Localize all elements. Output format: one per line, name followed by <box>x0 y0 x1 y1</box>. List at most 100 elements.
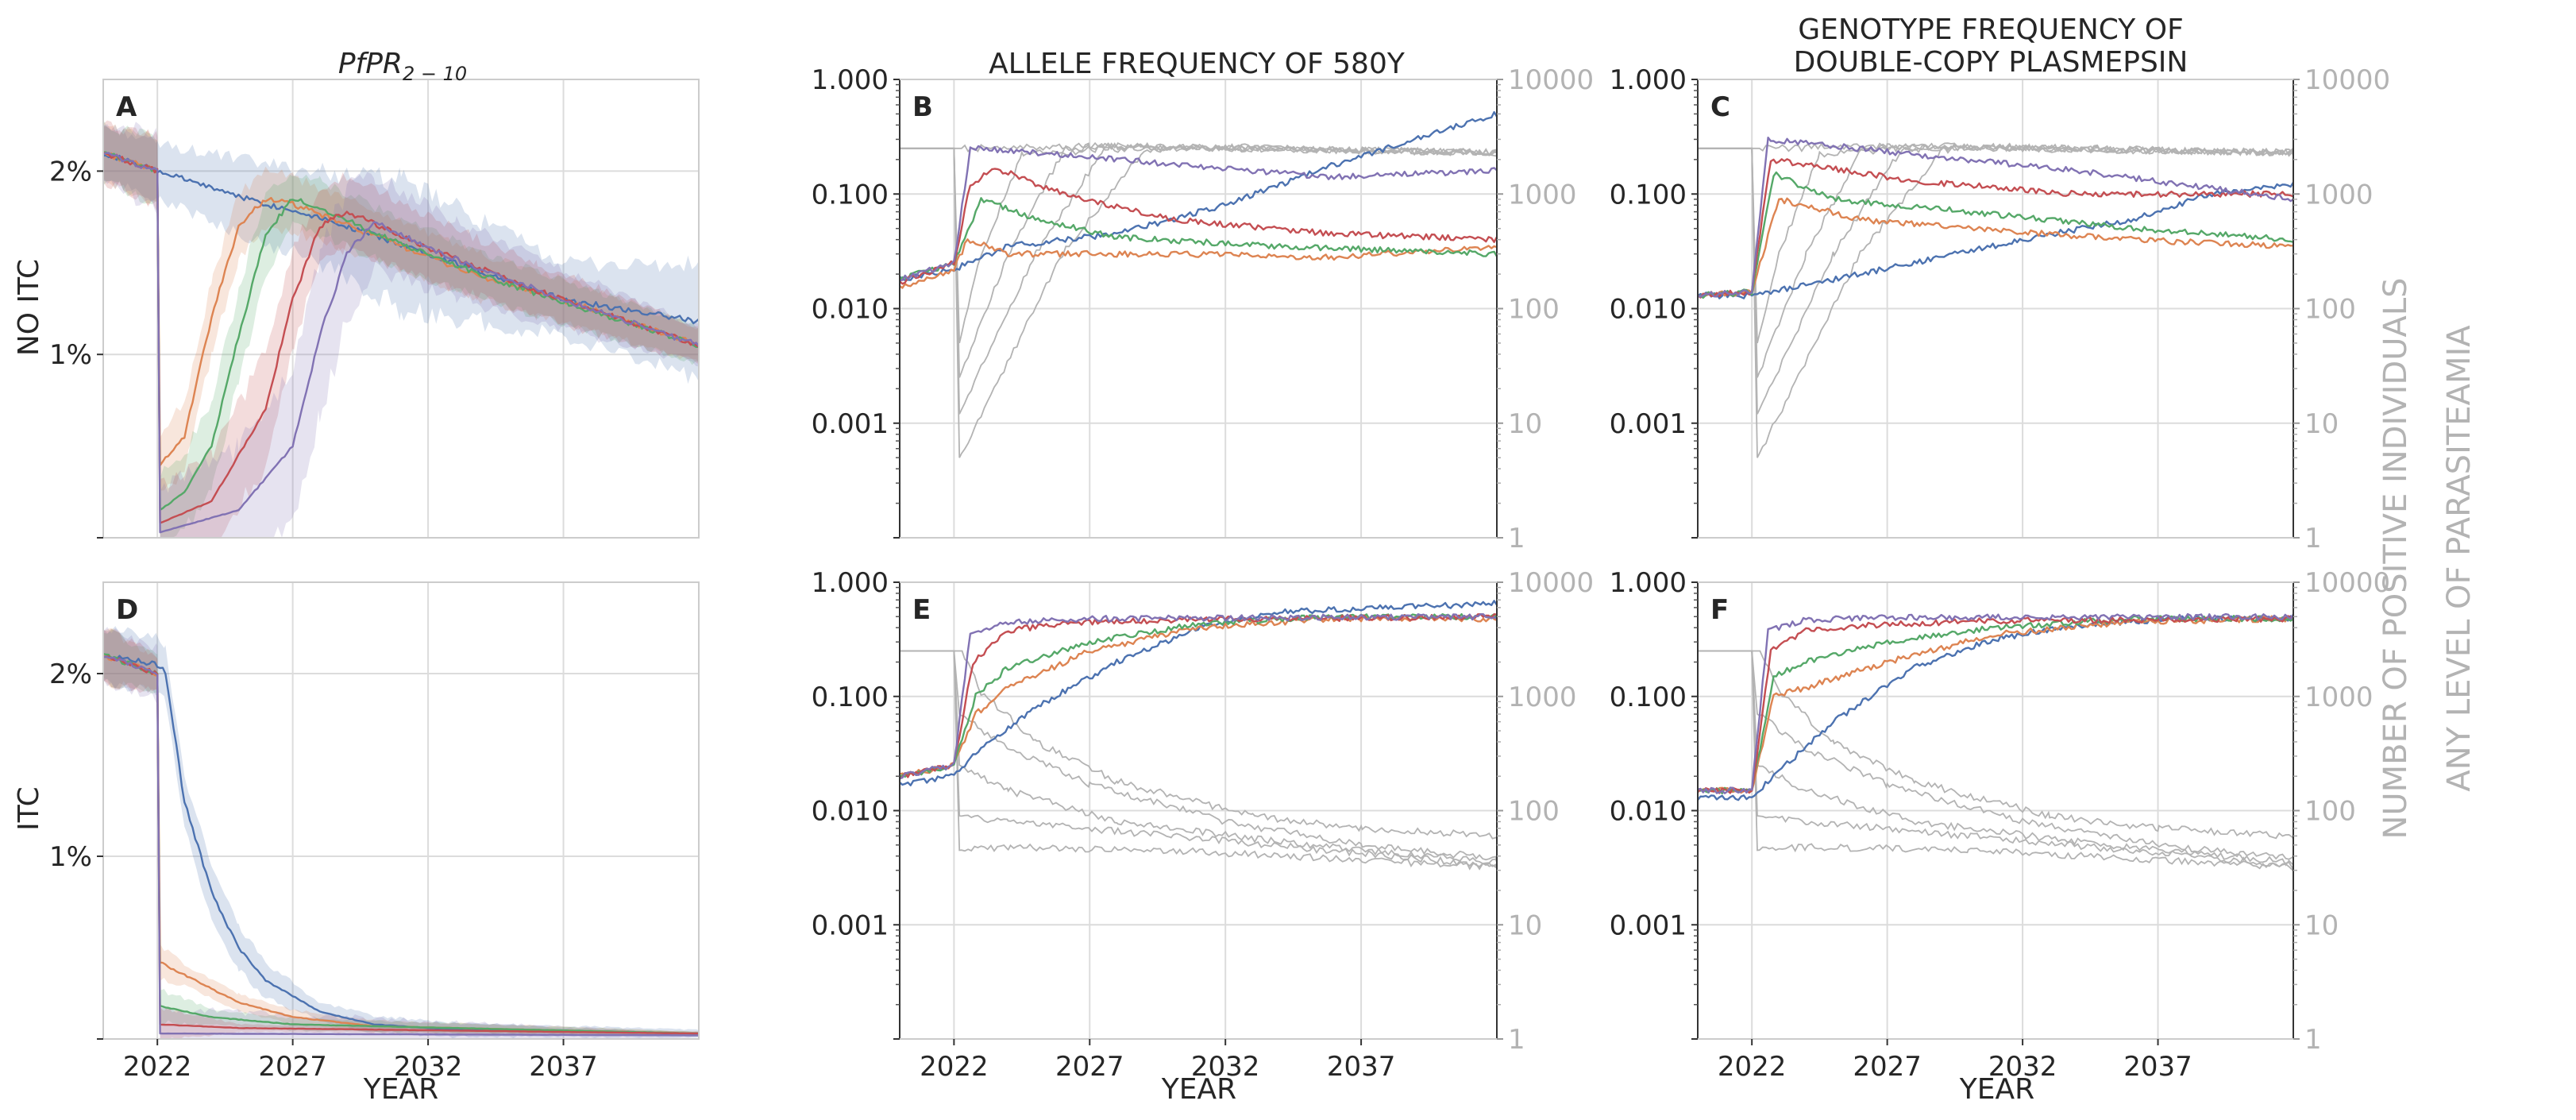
panel-c-y2tick-label: 1 <box>2304 523 2322 554</box>
panel-c-series-purple <box>1698 137 2293 298</box>
panel-f-count-line-5 <box>1698 650 2293 871</box>
panel-e-series-blue <box>900 600 1497 786</box>
panel-d-plot-area <box>103 582 699 1039</box>
panel-d-series-green <box>103 652 699 1035</box>
series-lines-layer <box>103 110 2293 1037</box>
panel-b-y2tick-label: 10 <box>1508 408 1542 440</box>
right-axis-label-line1: NUMBER OF POSITIVE INDIVIDUALS <box>2377 277 2414 839</box>
panel-c-series-green <box>1698 171 2293 299</box>
panel-d-series-red <box>103 655 699 1035</box>
col1-title-sub: 2 − 10 <box>403 63 467 85</box>
panel-c-series-orange <box>1698 197 2293 299</box>
panel-a-series-green <box>103 151 699 512</box>
row-label-itc: ITC <box>13 786 45 831</box>
panel-f-xtick-label: 2032 <box>1988 1051 2057 1083</box>
row-label-no-itc: NO ITC <box>13 259 45 356</box>
panel-c-series-red <box>1698 158 2293 299</box>
panel-e-ytick-label: 0.100 <box>812 682 889 713</box>
count-lines-layer <box>900 141 2293 871</box>
panel-f-xtick-label: 2037 <box>2123 1051 2192 1083</box>
panel-c-ytick-label: 1.000 <box>1610 64 1687 96</box>
panel-f-count-line-2 <box>1698 650 2293 860</box>
panel-b-y2tick-label: 1 <box>1508 523 1525 554</box>
xlabel-col2: YEAR <box>1161 1073 1236 1106</box>
panel-b-ytick-label: 1.000 <box>812 64 889 96</box>
panel-e-series-green <box>900 613 1497 778</box>
panel-e-y2tick-label: 100 <box>1508 796 1560 828</box>
panel-e-y2tick-label: 1 <box>1508 1024 1525 1056</box>
panel-f-y2tick-label: 10000 <box>2304 567 2390 599</box>
panel-c-y2tick-label: 10000 <box>2304 64 2390 96</box>
panel-f-ytick-label: 0.010 <box>1610 796 1687 828</box>
panel-f-count-line-1 <box>1698 650 2293 840</box>
panel-e-xtick-label: 2027 <box>1055 1051 1124 1083</box>
panel-a-frame <box>102 79 700 539</box>
xlabel-col1: YEAR <box>363 1073 438 1106</box>
panel-f-series-purple <box>1698 612 2293 794</box>
panel-f-y2tick-label: 1 <box>2304 1024 2322 1056</box>
panel-f-count-line-4 <box>1698 650 2293 869</box>
panel-f-ytick-label: 0.001 <box>1610 910 1687 941</box>
panel-e-count-line-1 <box>900 650 1497 840</box>
panel-a-band-green <box>103 119 699 538</box>
panel-c-ytick-label: 0.010 <box>1610 294 1687 326</box>
panel-f-xtick-label: 2022 <box>1718 1051 1787 1083</box>
panel-d-letter: D <box>116 594 138 626</box>
panel-b-series-blue <box>900 110 1497 281</box>
panel-b-count-line-5 <box>900 143 1497 458</box>
panel-f-y2tick-label: 1000 <box>2304 682 2374 713</box>
panel-e-ytick-label: 0.010 <box>812 796 889 828</box>
panel-a-letter: A <box>116 91 137 123</box>
panel-e-y2tick-label: 10 <box>1508 910 1542 941</box>
panel-b-count-line-4 <box>900 141 1497 415</box>
xlabel-col3: YEAR <box>1959 1073 2034 1106</box>
col1-title-main: PfPR <box>338 48 403 80</box>
panel-b-ytick-label: 0.100 <box>812 179 889 210</box>
panel-d-frame <box>102 581 700 1040</box>
panel-d-xtick-label: 2027 <box>258 1051 327 1083</box>
panel-d-xtick-label: 2032 <box>394 1051 463 1083</box>
panel-e-xtick-label: 2022 <box>920 1051 989 1083</box>
panel-b-y2tick-label: 100 <box>1508 294 1560 326</box>
panel-f-y2tick-label: 10 <box>2304 910 2339 941</box>
panel-f-ytick-label: 0.100 <box>1610 682 1687 713</box>
panel-b-y2tick-label: 10000 <box>1508 64 1594 96</box>
panel-d-ytick-label: 1% <box>49 841 92 873</box>
col2-title: ALLELE FREQUENCY OF 580Y <box>989 48 1406 80</box>
panel-b-y2tick-label: 1000 <box>1508 179 1577 210</box>
panel-e-count-line-3 <box>900 650 1497 865</box>
right-axis-label-line2: ANY LEVEL OF PARASITEAMIA <box>2441 325 2478 792</box>
panel-a-series-blue <box>103 154 699 325</box>
text-layer: PfPR2 − 10 ALLELE FREQUENCY OF 580Y GENO… <box>13 14 2478 1106</box>
panel-c-count-line-5 <box>1698 142 2293 458</box>
axes-layer: A1%2%B0.0010.0100.1001.00011010010001000… <box>49 64 2390 1083</box>
panel-c-y2tick-label: 1000 <box>2304 179 2374 210</box>
panel-e-ytick-label: 0.001 <box>812 910 889 941</box>
panel-b-letter: B <box>912 91 933 123</box>
panel-c-letter: C <box>1710 91 1730 123</box>
panel-e-ytick-label: 1.000 <box>812 567 889 599</box>
panel-d-ytick-label: 2% <box>49 658 92 690</box>
panel-b-series-green <box>900 197 1497 281</box>
panel-e-series-purple <box>900 613 1497 780</box>
panel-c-series-blue <box>1698 182 2293 299</box>
panel-c-y2tick-label: 10 <box>2304 408 2339 440</box>
panel-e-xtick-label: 2032 <box>1191 1051 1260 1083</box>
panel-e-count-line-4 <box>900 650 1497 869</box>
panel-e-y2tick-label: 10000 <box>1508 567 1594 599</box>
panel-c-ytick-label: 0.100 <box>1610 179 1687 210</box>
grid-layer <box>103 79 2293 1039</box>
panel-c-ytick-label: 0.001 <box>1610 408 1687 440</box>
panel-d-xtick-label: 2022 <box>123 1051 192 1083</box>
panel-a-band-blue <box>103 124 699 384</box>
panel-f-letter: F <box>1710 594 1729 626</box>
panel-f-count-line-3 <box>1698 650 2293 867</box>
panel-c-y2tick-label: 100 <box>2304 294 2356 326</box>
panel-f-y2tick-label: 100 <box>2304 796 2356 828</box>
panel-f-ytick-label: 1.000 <box>1610 567 1687 599</box>
panel-e-letter: E <box>912 594 931 626</box>
panel-b-series-red <box>900 168 1497 285</box>
panel-f-xtick-label: 2027 <box>1853 1051 1922 1083</box>
